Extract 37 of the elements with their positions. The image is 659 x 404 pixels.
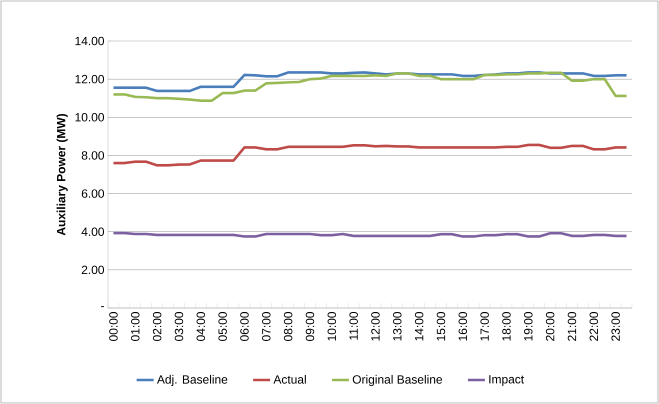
y-tick-label: 6.00 [82,189,104,198]
x-tick-label: 13:00 [393,312,402,341]
legend-label: Impact [489,375,524,386]
legend-label: Original Baseline [352,374,442,386]
x-tick-label: 08:00 [284,312,292,341]
x-tick-label: 11:00 [349,312,358,340]
y-tick-label: 14.00 [75,36,104,46]
x-tick-label: 22:00 [590,312,598,341]
x-tick-label: 14:00 [414,312,424,341]
x-tick-label: 18:00 [502,312,511,341]
x-tick-label: 05:00 [218,312,227,341]
x-tick-label: 19:00 [524,312,533,341]
x-tick-label: 20:00 [546,312,554,341]
x-tick-label: 12:00 [371,312,380,341]
y-tick-label: 2.00 [82,266,104,274]
y-tick-label: 8.00 [82,151,104,160]
x-tick-label: 21:00 [568,312,576,341]
x-tick-label: 23:00 [611,312,620,341]
legend-label: Actual [273,374,306,384]
x-tick-label: 01:00 [131,312,140,341]
y-tick-label: - [101,306,104,308]
x-tick-label: 17:00 [480,312,489,341]
y-tick-label: 10.00 [75,113,104,122]
x-tick-label: 07:00 [262,312,271,341]
x-tick-label: 06:00 [240,312,249,341]
x-tick-label: 15:00 [436,312,446,341]
y-axis-title: Auxiliary Power (MW) [56,114,68,236]
x-tick-label: 04:00 [196,312,206,341]
y-tick-label: 12.00 [75,74,104,84]
y-tick-label: 4.00 [82,227,104,236]
x-tick-label: 10:00 [328,312,336,341]
x-tick-label: 09:00 [306,312,314,341]
x-tick-label: 03:00 [174,312,184,341]
legend-label: Adj. Baseline [156,374,228,386]
x-tick-label: 00:00 [109,312,118,341]
x-tick-label: 16:00 [458,312,468,341]
x-tick-label: 02:00 [152,312,162,341]
